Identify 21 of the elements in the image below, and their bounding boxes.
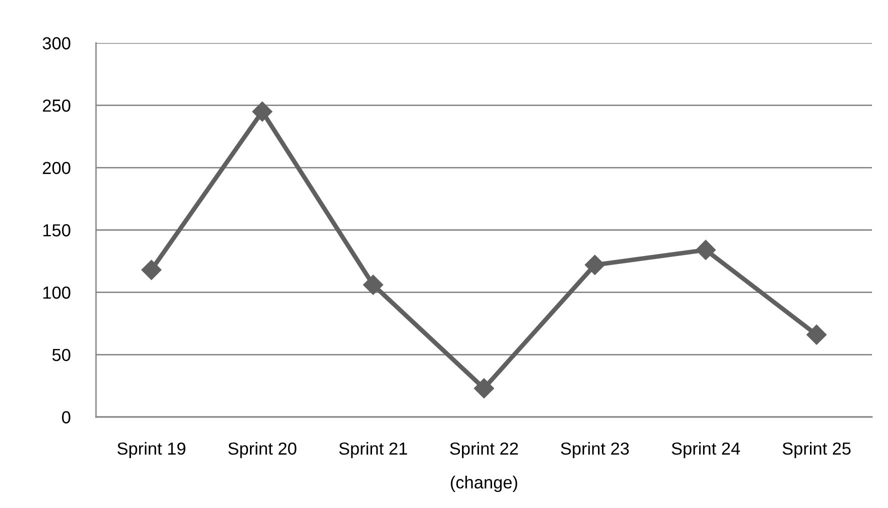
point — [696, 240, 716, 260]
point — [141, 260, 162, 280]
y-tick-label: 50 — [52, 348, 70, 362]
point — [362, 274, 384, 296]
y-tick-label: 100 — [43, 286, 70, 299]
y-tick-label: 150 — [43, 224, 70, 236]
y-tick-label: 0 — [62, 411, 70, 424]
x-tick-label: Sprint 24 — [672, 442, 740, 458]
x-tick-label: Sprint 23 — [560, 442, 629, 458]
x-tick-label: Sprint 22 (change) — [450, 442, 518, 492]
point — [806, 324, 827, 345]
y-tick-label: 200 — [42, 162, 70, 174]
x-tick-label: Sprint 19 — [117, 442, 186, 458]
x-tick-label: Sprint 21 — [339, 442, 408, 458]
point — [252, 101, 272, 122]
y-tick-label: 300 — [42, 37, 70, 50]
x-tick-label: Sprint 20 — [228, 442, 296, 458]
y-tick-label: 250 — [42, 100, 70, 112]
point — [474, 378, 494, 398]
x-tick-label: Sprint 25 — [782, 442, 851, 458]
point — [584, 254, 606, 276]
